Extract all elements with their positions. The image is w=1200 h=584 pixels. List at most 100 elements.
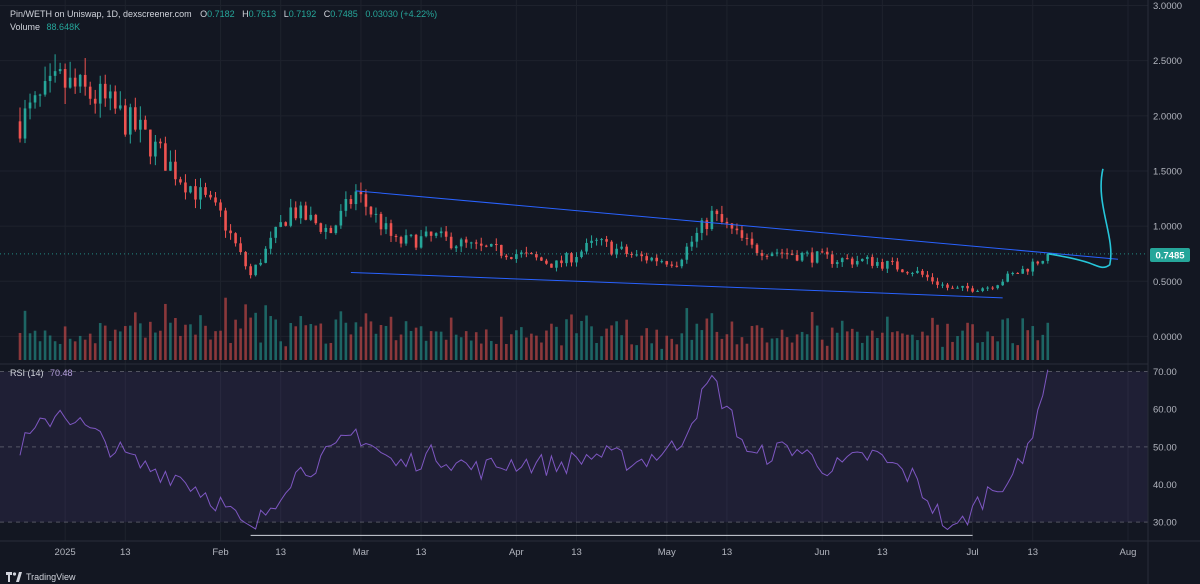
volume-bar: [911, 334, 914, 360]
candle-body: [810, 252, 814, 263]
candle-body: [164, 143, 167, 171]
volume-bar: [454, 334, 458, 360]
volume-bar: [204, 325, 207, 360]
candle-body: [384, 223, 388, 230]
x-tick-label: Aug: [1120, 547, 1137, 558]
volume-bar: [299, 316, 303, 360]
volume-bar: [855, 331, 859, 360]
candle-body: [139, 119, 142, 130]
candle-body: [555, 260, 558, 268]
legend-title: Pin/WETH on Uniswap, 1D, dexscreener.com…: [10, 9, 437, 19]
volume-bar: [645, 328, 648, 360]
candle-body: [585, 242, 588, 252]
volume-bar: [244, 304, 247, 360]
volume-bar: [484, 329, 488, 360]
volume-bar: [820, 339, 824, 360]
price-tick-label: 1.5000: [1153, 166, 1182, 177]
candle-body: [785, 253, 789, 255]
volume-bar: [304, 325, 308, 360]
candle-body: [730, 223, 734, 229]
candle-body: [254, 264, 257, 276]
volume-bar: [600, 336, 603, 360]
candle-body: [600, 239, 603, 241]
tradingview-brand: TradingView: [26, 572, 76, 582]
axes: 2025 13 Feb 13 Mar 13 Apr 13 May 13 Jun 13 Jul 13 Aug 3…: [55, 1, 1183, 558]
candle-body: [424, 231, 428, 237]
candle-body: [675, 265, 679, 267]
volume-bar: [715, 331, 719, 360]
candle-body: [931, 277, 934, 282]
last-price-value: 0.7485: [1155, 251, 1185, 262]
candle-body: [1021, 268, 1025, 274]
candle-body: [615, 248, 618, 255]
candle-body: [53, 71, 57, 76]
candle-body: [986, 287, 989, 289]
volume-bar: [750, 325, 754, 360]
volume-bar: [68, 338, 72, 360]
volume-bar: [540, 342, 543, 360]
candle-body: [545, 260, 548, 264]
volume-bar: [765, 342, 769, 360]
volume-bar: [63, 326, 67, 360]
volume-bar: [134, 312, 137, 360]
candle-body: [815, 251, 819, 263]
volume-bar: [28, 333, 32, 360]
projection-path: [1047, 168, 1112, 269]
candle-body: [108, 91, 112, 99]
candle-body: [219, 202, 222, 211]
volume-bar: [840, 320, 844, 360]
candle-body: [274, 226, 277, 238]
candle-body: [906, 272, 909, 274]
candle-body: [23, 108, 27, 139]
candle-body: [575, 257, 578, 263]
volume-bar: [520, 327, 523, 360]
candle-body: [685, 246, 689, 260]
x-tick-label: Apr: [509, 547, 524, 558]
volume-bar: [966, 322, 969, 360]
price-tick-label: 2.0000: [1153, 111, 1182, 122]
rsi-tick-label: 70.00: [1153, 367, 1177, 378]
candle-body: [334, 225, 338, 234]
volume-bar: [881, 332, 884, 360]
volume-bar: [289, 322, 293, 360]
candle-body: [88, 86, 92, 99]
candle-body: [464, 239, 468, 243]
volume-bar: [700, 330, 704, 360]
volume-bar: [329, 342, 333, 360]
volume-bar: [1031, 326, 1035, 360]
volume-bar: [845, 331, 849, 360]
candle-body: [635, 254, 638, 256]
rsi-tick-label: 40.00: [1153, 480, 1177, 491]
volume-bar: [88, 333, 92, 360]
candle-body: [459, 239, 463, 247]
x-tick-label: Jul: [967, 547, 979, 558]
candle-body: [820, 251, 824, 253]
volume-bar: [996, 341, 999, 360]
volume-bar: [770, 338, 774, 360]
candle-body: [214, 197, 217, 203]
candle-body: [1031, 261, 1035, 272]
volume-bar: [760, 327, 764, 360]
volume-bar: [986, 331, 989, 360]
volume-bar: [38, 341, 42, 360]
volume-bar: [234, 319, 237, 360]
candle-body: [344, 199, 348, 211]
volume-bar: [294, 326, 298, 360]
candle-body: [996, 285, 999, 289]
volume-bar: [695, 323, 699, 360]
candle-body: [349, 199, 353, 205]
candle-body: [510, 257, 513, 259]
candle-body: [419, 236, 423, 248]
volume-bar: [1036, 340, 1040, 360]
volume-bar: [154, 332, 157, 360]
candle-body: [755, 244, 759, 254]
candle-body: [474, 242, 478, 244]
candle-body: [565, 253, 568, 264]
volume-bar: [494, 343, 498, 360]
candle-body: [354, 191, 358, 205]
candle-body: [469, 242, 473, 244]
rsi-line: [19, 369, 1049, 531]
volume-bar: [755, 325, 759, 360]
candle-body: [946, 284, 949, 288]
